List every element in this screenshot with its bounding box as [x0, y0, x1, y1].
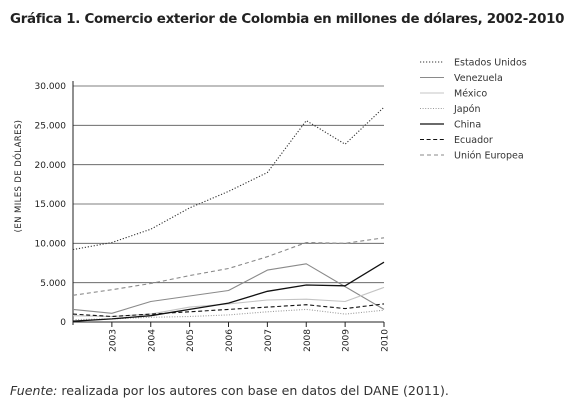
- gridlines: [73, 85, 384, 284]
- series-line-union-europea: [72, 237, 385, 296]
- legend-label-union-europea: Unión Europea: [454, 151, 524, 162]
- legend: Estados Unidos Venezuela México Japón China E…: [420, 58, 527, 162]
- series-line-ecuador: [72, 303, 385, 318]
- legend-label-estados-unidos: Estados Unidos: [454, 58, 527, 69]
- source-text: realizada por los autores con base en da…: [57, 383, 449, 398]
- legend-label-japon: Japón: [453, 104, 481, 115]
- series-line-estados-unidos: [72, 106, 385, 251]
- x-tick-label: 2004: [147, 329, 157, 352]
- chart-title: Gráfica 1. Comercio exterior de Colombia…: [10, 12, 565, 27]
- source-note: Fuente: realizada por los autores con ba…: [10, 383, 449, 398]
- x-tick-label: 2006: [225, 329, 235, 352]
- y-tick-label: 25.000: [35, 122, 67, 132]
- legend-label-mexico: México: [454, 89, 487, 100]
- y-tick-label: 20.000: [35, 161, 67, 171]
- y-tick-label: 15.000: [35, 200, 67, 210]
- y-tick-label: 0: [60, 318, 66, 328]
- x-tick-label: 2009: [342, 329, 352, 352]
- legend-label-ecuador: Ecuador: [454, 135, 493, 146]
- y-tick-label: 5.000: [40, 279, 66, 289]
- legend-label-venezuela: Venezuela: [454, 73, 503, 84]
- source-label: Fuente:: [10, 383, 58, 398]
- series-line-venezuela: [72, 263, 385, 314]
- y-axis-ticks: 0 5.000 10.000 15.000 20.000 25.000 30.000: [35, 82, 67, 328]
- legend-label-china: China: [454, 120, 481, 131]
- x-tick-label: 2003: [108, 329, 118, 352]
- y-tick-label: 30.000: [35, 82, 67, 92]
- x-tick-label: 2005: [186, 329, 196, 352]
- series-lines: [72, 106, 385, 322]
- series-line-mexico: [72, 286, 385, 318]
- y-axis-label: (EN MILES DE DÓLARES): [12, 120, 24, 233]
- x-tick-label: 2010: [381, 329, 391, 352]
- y-tick-label: 10.000: [35, 240, 67, 250]
- x-tick-label: 2007: [264, 329, 274, 352]
- series-line-china: [72, 261, 385, 322]
- x-tick-label: 2008: [303, 329, 313, 352]
- x-axis: 2003 2004 2005 2006 2007 2008 2009 2010: [72, 81, 391, 352]
